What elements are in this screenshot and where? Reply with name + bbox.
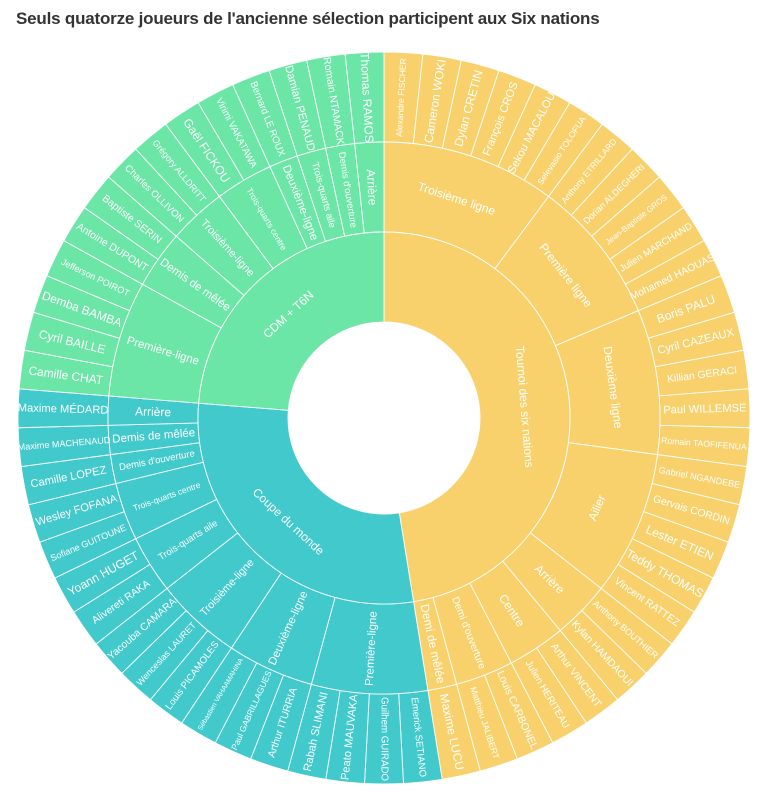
- leaf-label: Maxime MÉDARD: [18, 401, 109, 416]
- leaf-label: Alexandre FISCHER: [394, 58, 408, 137]
- sunburst-group-tournoi-des-six-nations[interactable]: [383, 231, 571, 603]
- position-label: Arrière: [364, 169, 380, 206]
- chart-title: Seuls quatorze joueurs de l'ancienne sél…: [16, 9, 600, 28]
- sunburst-group-coupe-du-monde[interactable]: [197, 402, 415, 605]
- leaf-label: Guilhem GUIRADO: [379, 697, 390, 781]
- sunburst-group-cdm-t6n[interactable]: [198, 231, 385, 411]
- position-label: Première-ligne: [364, 611, 380, 686]
- leaf-label: Thomas RAMOS: [358, 52, 377, 143]
- leaf-label: Paul WILLEMSE: [663, 402, 747, 416]
- position-label: Arrière: [135, 404, 172, 419]
